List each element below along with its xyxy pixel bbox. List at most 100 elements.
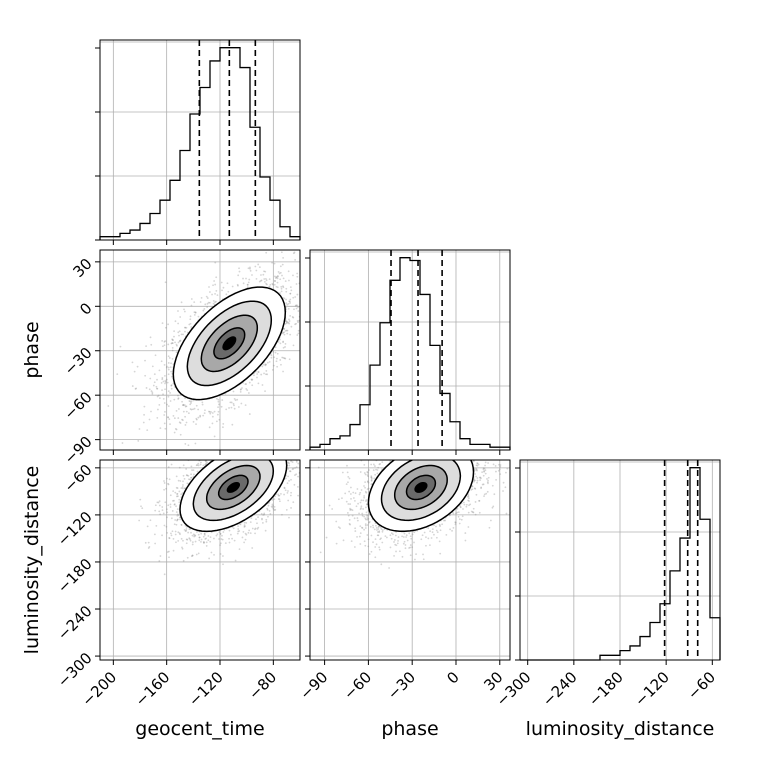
sample-point [209,536,212,539]
sample-point [205,541,208,544]
sample-point [237,530,240,533]
sample-point [156,378,158,381]
sample-point [208,286,210,288]
sample-point [154,542,157,545]
sample-point [119,345,122,348]
sample-point [245,455,247,457]
sample-point [207,301,210,304]
sample-point [229,452,231,454]
sample-point [290,491,293,494]
sample-point [272,350,275,353]
sample-point [207,539,210,542]
sample-point [292,252,295,255]
sample-point [183,308,185,311]
sample-point [159,427,162,430]
sample-point [300,450,302,452]
sample-point [135,387,138,390]
sample-point [249,267,251,270]
sample-point [228,457,230,459]
sample-point [180,523,183,526]
sample-point [217,406,219,409]
sample-point [248,529,251,532]
sample-point [267,454,269,456]
sample-point [294,323,296,326]
sample-point [191,541,194,543]
sample-point [213,435,216,438]
sample-point [235,440,237,442]
sample-point [243,524,246,527]
sample-point [282,332,284,335]
sample-point [188,537,191,540]
sample-point [291,315,294,318]
sample-point [268,509,271,512]
sample-point [280,363,282,366]
sample-point [290,289,293,292]
sample-point [204,538,207,540]
sample-point [241,457,243,459]
sample-point [177,394,179,397]
sample-point [284,357,287,360]
sample-point [167,355,170,358]
sample-point [265,279,268,282]
sample-point [150,390,153,392]
sample-point [285,451,287,453]
sample-point [301,313,303,315]
sample-point [142,421,145,424]
sample-point [293,458,295,460]
sample-point [184,487,186,490]
sample-point [267,504,270,507]
sample-point [271,498,274,501]
sample-point [213,410,216,413]
sample-point [168,550,170,553]
sample-point [320,350,322,352]
sample-point [206,302,209,305]
sample-point [253,441,255,443]
sample-point [182,410,185,413]
sample-point [236,457,238,459]
sample-point [141,507,144,510]
sample-point [188,323,191,326]
sample-point [272,455,274,457]
sample-point [289,292,292,295]
sample-point [307,331,309,333]
sample-point [150,343,153,346]
sample-point [258,452,260,454]
sample-point [255,278,258,280]
sample-point [264,390,266,393]
sample-point [163,402,166,404]
sample-point [241,456,243,458]
sample-point [171,347,174,349]
sample-point [257,453,259,455]
sample-point [176,508,179,511]
sample-point [163,363,166,366]
sample-point [295,445,297,447]
sample-point [224,542,227,545]
sample-point [264,457,266,459]
sample-point [200,456,202,458]
sample-point [193,301,196,304]
sample-point [204,409,206,412]
sample-point [264,422,266,424]
sample-point [170,384,173,387]
sample-point [219,542,222,545]
sample-point [239,390,242,393]
sample-point [191,554,194,557]
sample-point [282,341,284,344]
sample-point [176,493,178,495]
sample-point [233,404,235,407]
sample-point [291,461,294,463]
sample-point [280,437,282,439]
sample-point [296,319,299,322]
sample-point [176,495,179,498]
sample-point [167,482,169,485]
sample-point [256,522,258,525]
sample-point [304,427,306,429]
sample-point [222,455,224,457]
sample-point [251,379,253,381]
sample-point [164,381,167,383]
sample-point [256,454,258,456]
sample-point [251,274,253,276]
sample-point [181,485,184,488]
sample-point [283,328,286,330]
sample-point [209,412,212,415]
